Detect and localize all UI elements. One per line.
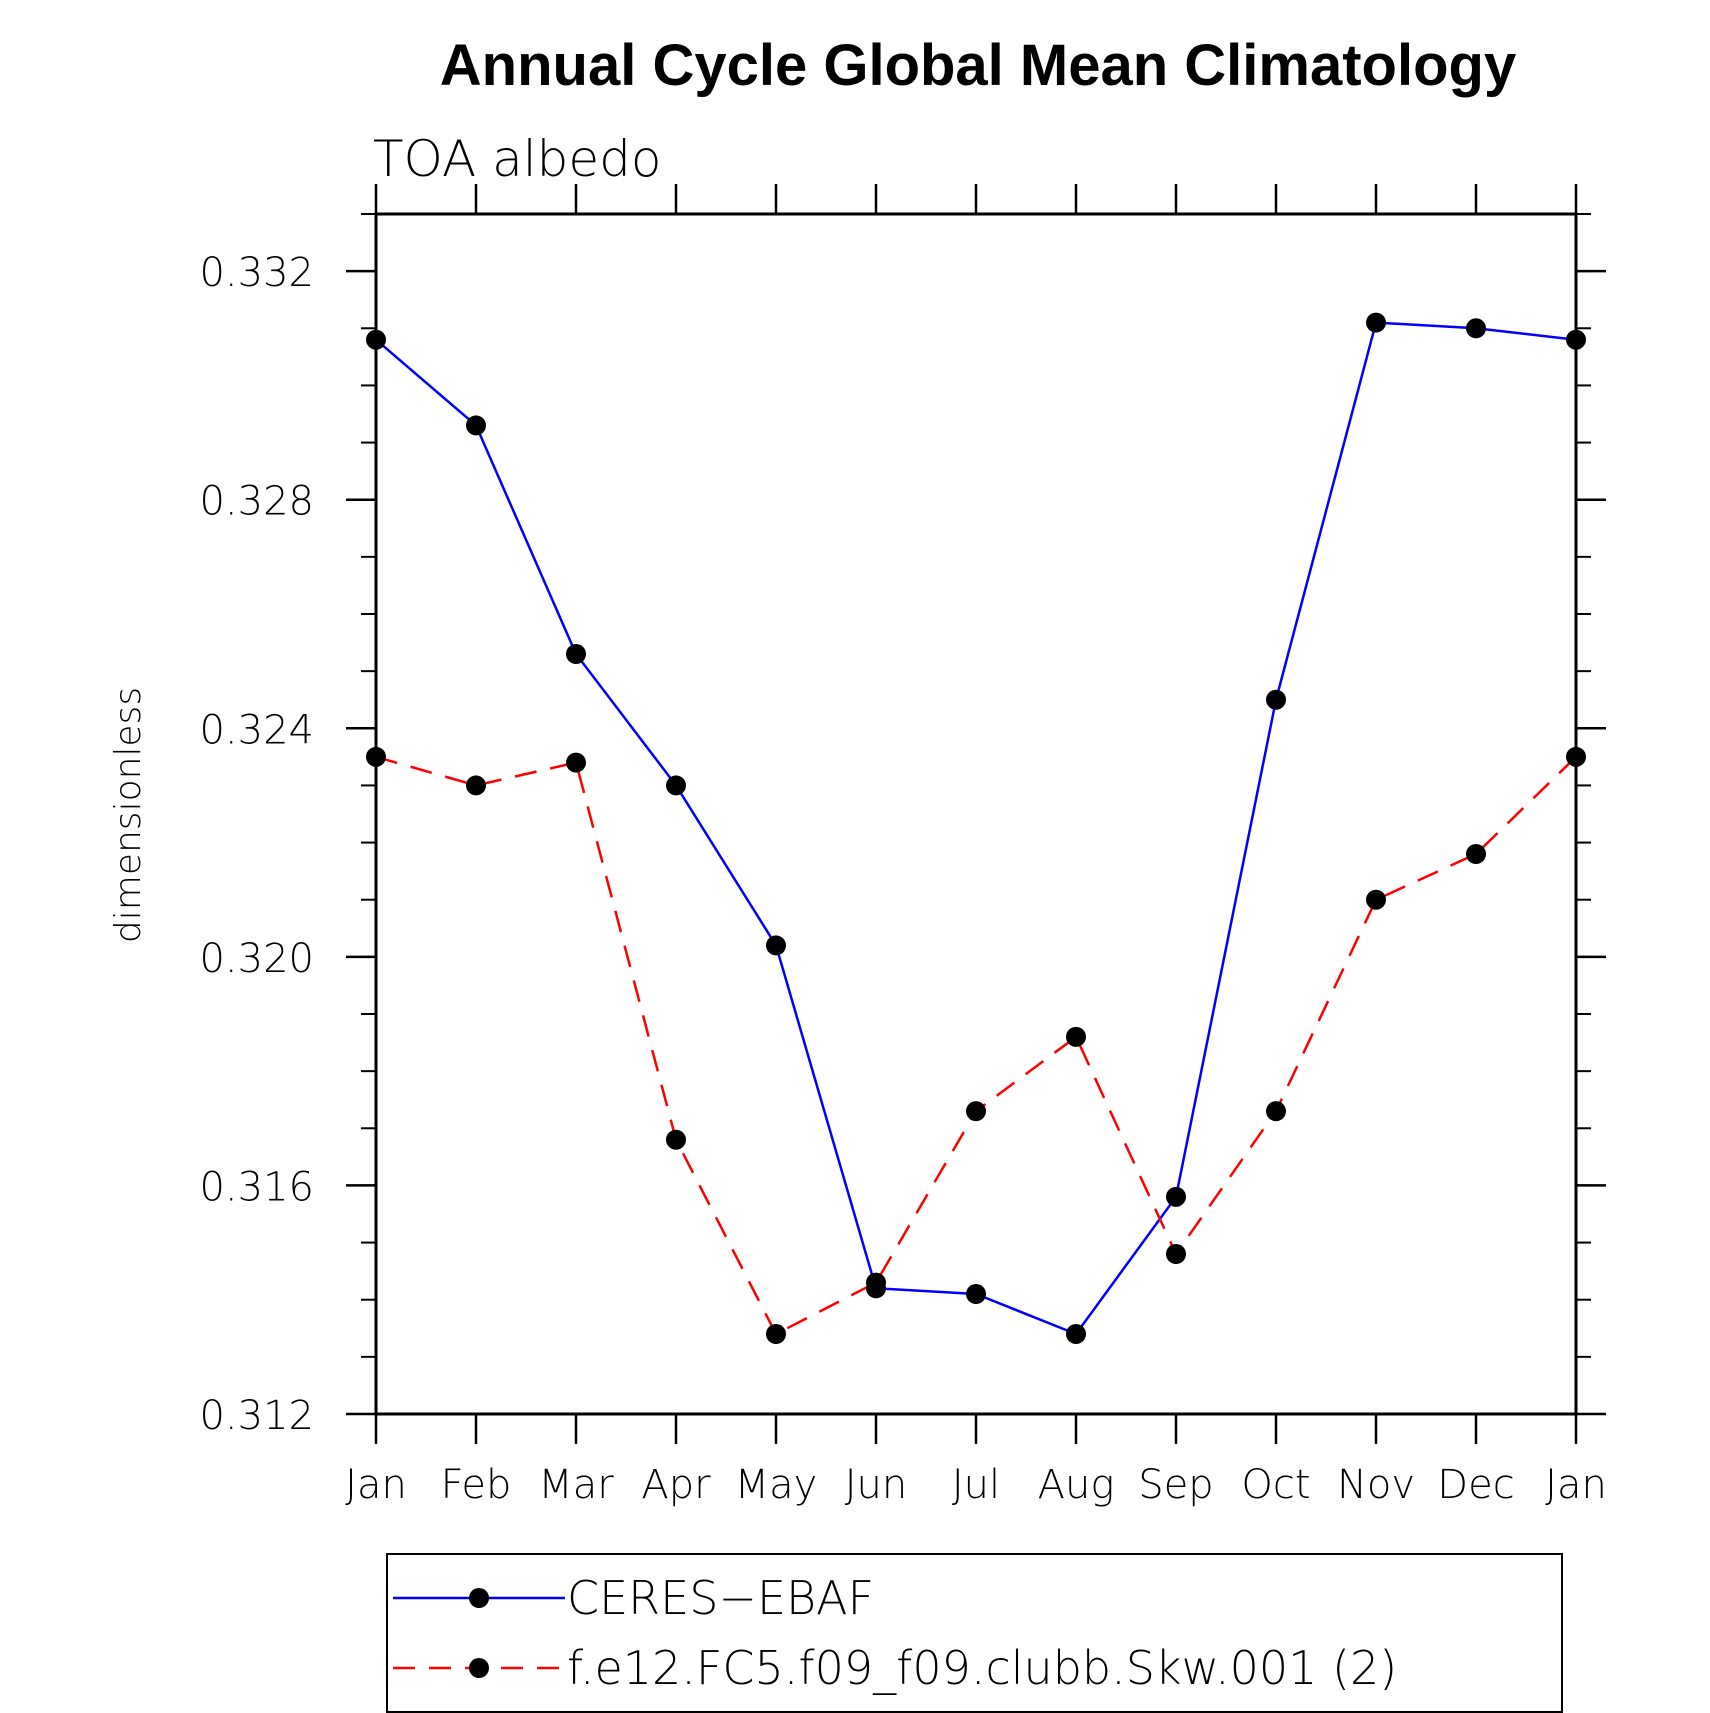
- series-layer: [366, 312, 1586, 1344]
- x-tick-label: Aug: [1038, 1462, 1115, 1508]
- data-point-series-1: [966, 1101, 986, 1122]
- x-tick-label: May: [735, 1462, 818, 1508]
- axis-ticks: [346, 184, 1606, 1444]
- data-point-series-1: [366, 746, 386, 767]
- x-tick-label: Jan: [1545, 1462, 1607, 1508]
- data-point-series-1: [766, 1324, 786, 1344]
- data-point-series-0: [666, 775, 686, 796]
- x-tick-label: Dec: [1437, 1462, 1514, 1508]
- legend-label-model: f.e12.FC5.f09_f09.clubb.Skw.001 (2): [567, 1641, 1397, 1695]
- x-tick-label: Jun: [845, 1462, 908, 1508]
- x-tick-label: Apr: [641, 1462, 711, 1508]
- legend-label-ceres-ebaf: CERES−EBAF: [567, 1571, 874, 1625]
- data-point-series-1: [1466, 844, 1486, 864]
- series-line-0: [375, 321, 1577, 1336]
- chart-subtitle: TOA albedo: [373, 130, 661, 188]
- plot-frame: [374, 212, 1578, 1416]
- x-tick-label: Sep: [1138, 1462, 1213, 1508]
- x-tick-label: Oct: [1241, 1462, 1310, 1508]
- data-point-series-1: [1166, 1244, 1186, 1264]
- data-point-series-1: [666, 1129, 686, 1150]
- data-point-series-0: [1266, 689, 1286, 710]
- y-tick-labels: 0.312 0.316 0.320 0.324 0.328 0.332: [199, 250, 314, 1439]
- y-tick-label: 0.312: [199, 1393, 314, 1439]
- data-point-series-0: [1466, 318, 1486, 339]
- y-tick-label: 0.316: [199, 1164, 314, 1210]
- x-tick-label: Mar: [538, 1462, 614, 1508]
- data-point-series-1: [566, 752, 586, 773]
- y-tick-label: 0.332: [199, 250, 314, 296]
- y-tick-label: 0.328: [199, 479, 314, 525]
- data-point-series-1: [1366, 889, 1386, 910]
- data-point-series-0: [1166, 1186, 1186, 1207]
- legend-marker-model: [469, 1658, 489, 1678]
- data-point-series-0: [366, 329, 386, 350]
- x-tick-labels: Jan Feb Mar Apr May Jun Jul Aug Sep Oct Nov Dec Jan: [345, 1462, 1607, 1508]
- data-point-series-0: [1566, 329, 1586, 350]
- data-point-series-0: [466, 415, 486, 436]
- legend-marker-ceres-ebaf: [469, 1588, 489, 1608]
- legend: CERES−EBAF f.e12.FC5.f09_f09.clubb.Skw.0…: [386, 1553, 1563, 1713]
- data-point-series-1: [866, 1272, 886, 1293]
- legend-box: [386, 1553, 1563, 1713]
- data-point-series-1: [1566, 746, 1586, 767]
- y-axis-label: dimensionless: [108, 687, 149, 943]
- y-tick-label: 0.324: [199, 707, 314, 753]
- data-point-series-1: [1066, 1026, 1086, 1047]
- x-tick-label: Nov: [1337, 1462, 1415, 1508]
- data-point-series-0: [1366, 312, 1386, 333]
- data-point-series-0: [766, 935, 786, 956]
- data-point-series-0: [566, 644, 586, 664]
- y-tick-label: 0.320: [199, 936, 314, 982]
- series-line-1: [375, 755, 1577, 1336]
- x-tick-label: Jul: [952, 1462, 1000, 1508]
- data-point-series-0: [1066, 1324, 1086, 1344]
- chart-title: Annual Cycle Global Mean Climatology: [440, 33, 1516, 98]
- data-point-series-0: [966, 1284, 986, 1304]
- x-tick-label: Feb: [441, 1462, 512, 1508]
- data-point-series-1: [466, 775, 486, 796]
- data-point-series-1: [1266, 1101, 1286, 1122]
- x-tick-label: Jan: [345, 1462, 407, 1508]
